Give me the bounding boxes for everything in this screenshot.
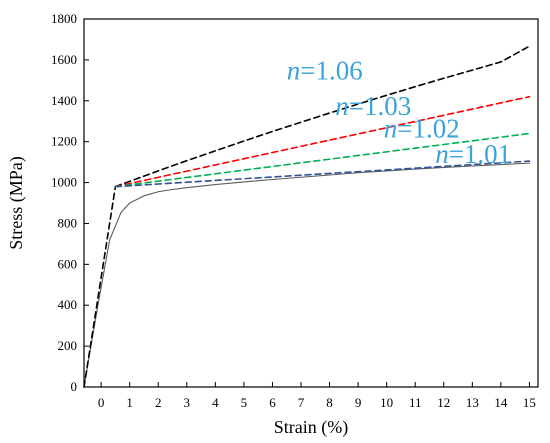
series-line-0 bbox=[83, 162, 530, 388]
x-tick-label: 8 bbox=[326, 395, 333, 410]
series-line-5 bbox=[114, 160, 531, 188]
x-tick-label: 4 bbox=[212, 395, 219, 410]
y-tick-label: 200 bbox=[58, 338, 78, 353]
y-tick-label: 1200 bbox=[51, 134, 77, 149]
annotation-value: =1.06 bbox=[300, 55, 362, 85]
x-tick-label: 12 bbox=[437, 395, 450, 410]
y-tick-label: 1800 bbox=[51, 11, 77, 26]
y-tick-label: 400 bbox=[58, 297, 78, 312]
series-layer bbox=[83, 45, 531, 388]
series-line-2 bbox=[114, 45, 531, 188]
annotation-variable: n bbox=[335, 91, 349, 121]
annotation-value: =1.03 bbox=[349, 91, 411, 121]
ticks-layer: 0 1 2 3 4 5 6 7 8 9 10 11 12 13 14 15020040060080010001… bbox=[51, 11, 536, 410]
x-tick-label: 1 bbox=[126, 395, 133, 410]
x-tick-label: 0 bbox=[98, 395, 105, 410]
annotation-1: n=1.03 bbox=[335, 91, 411, 121]
annotation-variable: n bbox=[435, 139, 449, 169]
x-tick-label: 10 bbox=[380, 395, 393, 410]
annotation-3: n=1.01 bbox=[435, 139, 511, 169]
x-tick-label: 13 bbox=[466, 395, 479, 410]
series-line-4 bbox=[114, 132, 531, 188]
x-tick-label: 6 bbox=[269, 395, 276, 410]
annotation-variable: n bbox=[384, 114, 398, 144]
x-tick-label: 7 bbox=[298, 395, 305, 410]
series-line-3 bbox=[114, 95, 531, 188]
annotation-value: =1.02 bbox=[397, 114, 459, 144]
y-tick-label: 800 bbox=[58, 215, 78, 230]
x-tick-label: 11 bbox=[409, 395, 422, 410]
x-axis-title: Strain (%) bbox=[274, 417, 348, 438]
x-tick-label: 15 bbox=[523, 395, 536, 410]
annotation-value: =1.01 bbox=[449, 139, 511, 169]
y-tick-label: 1400 bbox=[51, 93, 77, 108]
annotation-2: n=1.02 bbox=[384, 114, 460, 144]
x-tick-label: 5 bbox=[241, 395, 248, 410]
axes-layer bbox=[83, 18, 539, 388]
series-line-1 bbox=[83, 185, 117, 388]
x-tick-label: 3 bbox=[184, 395, 191, 410]
y-tick-label: 1000 bbox=[51, 175, 77, 190]
x-tick-label: 9 bbox=[355, 395, 362, 410]
x-tick-label: 14 bbox=[494, 395, 508, 410]
plot-frame bbox=[83, 18, 539, 388]
annotation-layer: n=1.06n=1.03n=1.02n=1.01 bbox=[287, 55, 511, 169]
y-tick-label: 0 bbox=[71, 379, 78, 394]
y-axis-title: Stress (MPa) bbox=[6, 156, 27, 250]
annotation-0: n=1.06 bbox=[287, 55, 363, 85]
y-tick-label: 600 bbox=[58, 256, 78, 271]
x-tick-label: 2 bbox=[155, 395, 162, 410]
y-tick-label: 1600 bbox=[51, 52, 77, 67]
annotation-variable: n bbox=[287, 55, 301, 85]
